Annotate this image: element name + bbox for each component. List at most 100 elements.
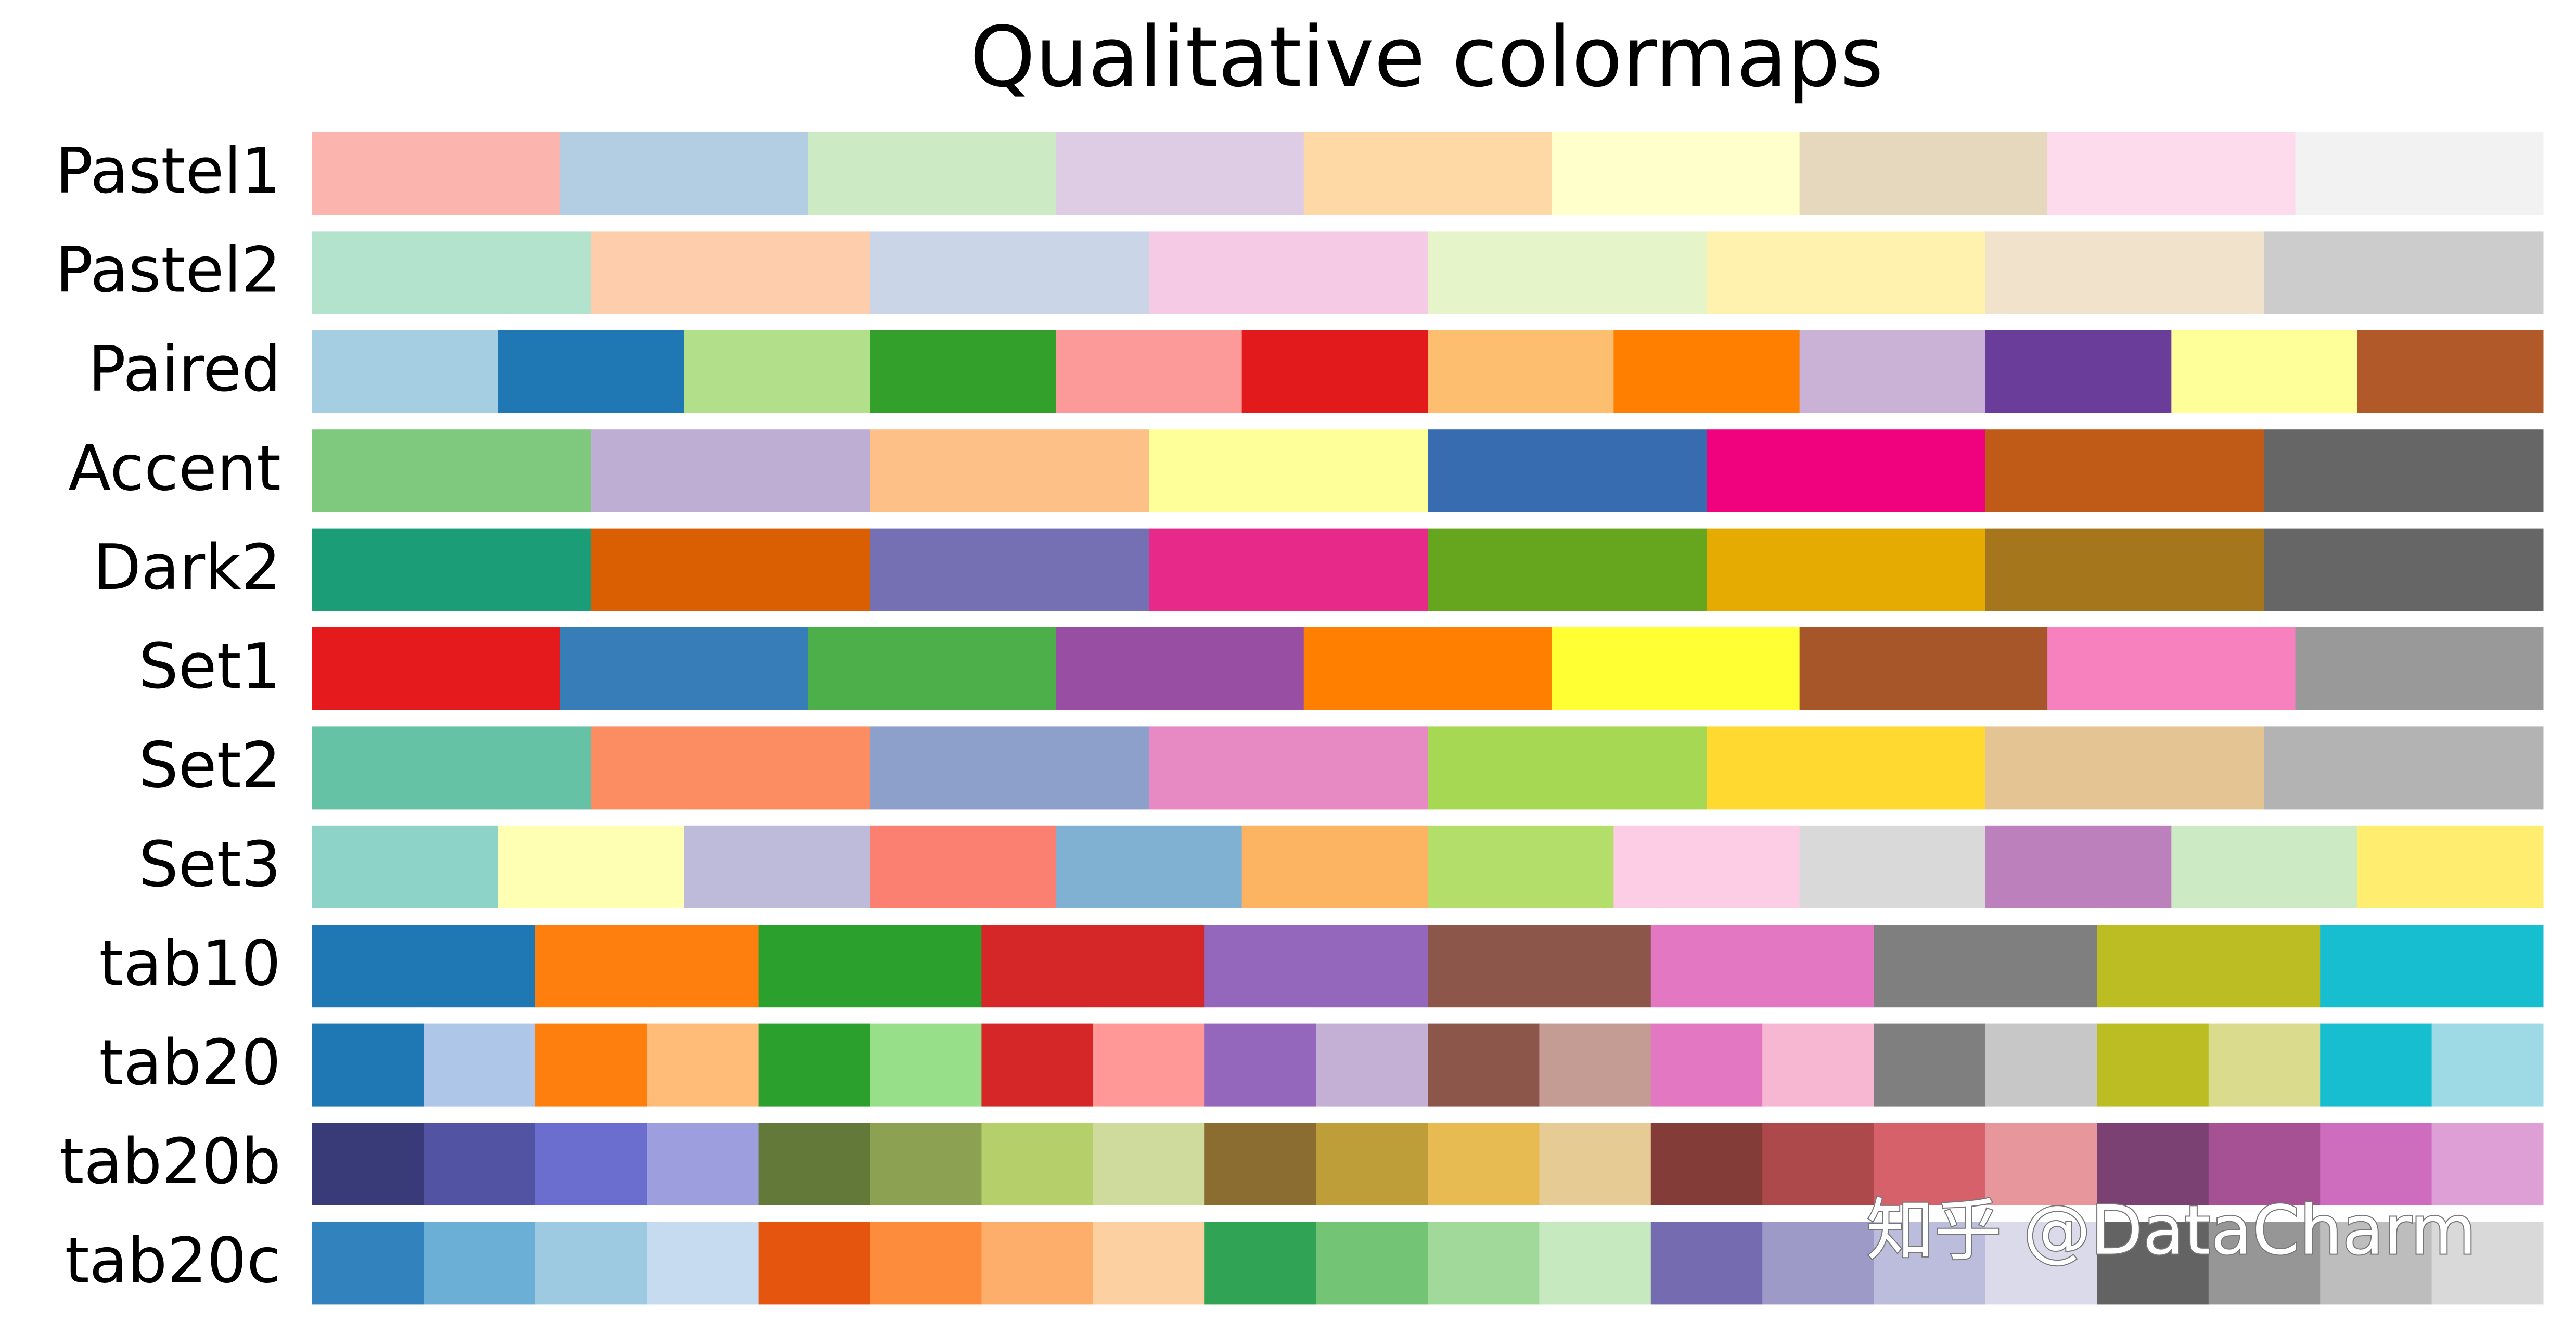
color-swatch xyxy=(2431,1023,2544,1107)
color-swatch xyxy=(1539,1222,1651,1305)
color-swatch xyxy=(1428,825,1614,908)
color-swatch xyxy=(2097,1023,2209,1107)
color-swatch xyxy=(424,1123,536,1205)
colormap-label: Accent xyxy=(68,432,281,505)
color-swatch xyxy=(2097,925,2321,1008)
color-swatch xyxy=(2264,528,2544,611)
color-swatch xyxy=(1762,1222,1875,1305)
color-swatch xyxy=(1707,429,1986,512)
color-swatch xyxy=(1874,1123,1986,1205)
color-swatch xyxy=(591,429,870,512)
color-swatch xyxy=(1799,627,2048,710)
color-swatch xyxy=(312,330,498,413)
colormap-label: Paired xyxy=(88,334,281,406)
color-swatch xyxy=(424,1023,536,1107)
color-swatch xyxy=(1650,1123,1763,1205)
colormap-label: tab20b xyxy=(59,1126,281,1198)
color-swatch xyxy=(758,1123,870,1205)
color-swatch xyxy=(2171,330,2358,413)
color-swatch xyxy=(498,330,685,413)
color-swatch xyxy=(591,726,870,810)
color-swatch xyxy=(1985,1222,2097,1305)
watermark: 知乎 @DataCharm xyxy=(1866,1191,2476,1270)
color-swatch xyxy=(2171,825,2358,908)
color-swatch xyxy=(870,429,1149,512)
color-swatch xyxy=(535,1123,647,1205)
color-swatch xyxy=(870,1222,982,1305)
color-swatch xyxy=(2264,726,2544,810)
color-swatch xyxy=(1707,726,1986,810)
color-swatch xyxy=(1552,627,1800,710)
colormap-label: tab20 xyxy=(99,1027,281,1099)
color-swatch xyxy=(1613,825,1800,908)
color-swatch xyxy=(312,1123,424,1205)
color-swatch xyxy=(647,1023,759,1107)
color-swatch xyxy=(2320,1222,2432,1305)
color-swatch xyxy=(1428,1222,1540,1305)
color-swatch xyxy=(535,925,759,1008)
colormap-label: tab20c xyxy=(65,1225,281,1298)
color-swatch xyxy=(1428,429,1707,512)
color-swatch xyxy=(1428,1023,1540,1107)
color-swatch xyxy=(2295,627,2544,710)
color-swatch xyxy=(1093,1023,1205,1107)
color-swatch xyxy=(684,825,870,908)
color-swatch xyxy=(1241,825,1428,908)
color-swatch xyxy=(535,1023,647,1107)
color-swatch xyxy=(870,1023,982,1107)
color-swatch xyxy=(2047,627,2296,710)
color-swatch xyxy=(1874,1222,1986,1305)
color-swatch xyxy=(1204,1123,1317,1205)
color-swatch xyxy=(808,132,1056,215)
color-swatch xyxy=(1799,132,2048,215)
color-swatch xyxy=(312,825,498,908)
colormap-label: Set1 xyxy=(139,631,281,703)
color-swatch xyxy=(981,925,1205,1008)
color-swatch xyxy=(1303,627,1552,710)
color-swatch xyxy=(591,528,870,611)
color-swatch xyxy=(870,825,1056,908)
color-swatch xyxy=(1613,330,1800,413)
color-swatch xyxy=(647,1222,759,1305)
color-swatch xyxy=(2208,1123,2321,1205)
color-swatch xyxy=(1093,1123,1205,1205)
color-swatch xyxy=(1303,132,1552,215)
color-swatch xyxy=(1316,1222,1428,1305)
color-swatch xyxy=(1985,1023,2097,1107)
color-swatch xyxy=(1650,925,1875,1008)
color-swatch xyxy=(1985,825,2172,908)
color-swatch xyxy=(1799,825,1986,908)
color-swatch xyxy=(2097,1222,2209,1305)
color-swatch xyxy=(758,1222,870,1305)
color-swatch xyxy=(1985,429,2265,512)
color-swatch xyxy=(1985,330,2172,413)
color-swatch xyxy=(2357,825,2544,908)
color-swatch xyxy=(560,132,809,215)
color-swatch xyxy=(870,231,1149,314)
color-swatch xyxy=(2431,1123,2544,1205)
color-swatch xyxy=(1204,925,1428,1008)
color-swatch xyxy=(2208,1222,2321,1305)
color-swatch xyxy=(1241,330,1428,413)
color-swatch xyxy=(1707,231,1986,314)
color-swatch xyxy=(1985,1123,2097,1205)
color-swatch xyxy=(1093,1222,1205,1305)
color-swatch xyxy=(981,1123,1094,1205)
color-swatch xyxy=(1149,231,1428,314)
colormap-label: Pastel2 xyxy=(55,235,281,307)
colormap-label: Set3 xyxy=(139,829,281,901)
color-swatch xyxy=(1149,726,1428,810)
color-swatch xyxy=(981,1222,1094,1305)
color-swatch xyxy=(1149,528,1428,611)
color-swatch xyxy=(870,528,1149,611)
color-swatch xyxy=(1707,528,1986,611)
color-swatch xyxy=(312,726,592,810)
color-swatch xyxy=(870,1123,982,1205)
color-swatch xyxy=(2264,429,2544,512)
color-swatch xyxy=(312,528,592,611)
color-swatch xyxy=(1204,1023,1317,1107)
color-swatch xyxy=(312,231,592,314)
color-swatch xyxy=(1149,429,1428,512)
